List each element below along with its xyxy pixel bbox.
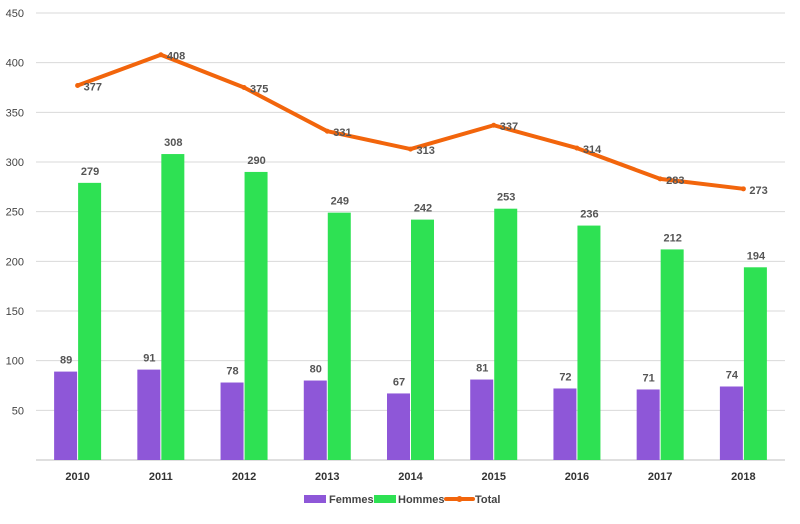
bar-hommes — [327, 212, 351, 460]
total-point — [158, 52, 164, 58]
data-label-hommes: 212 — [663, 232, 681, 244]
total-point — [324, 128, 330, 134]
data-label-total: 313 — [417, 145, 435, 157]
data-label-hommes: 308 — [164, 137, 182, 149]
x-tick-label: 2018 — [731, 471, 755, 483]
data-label-femmes: 81 — [476, 363, 488, 375]
data-label-hommes: 236 — [580, 209, 598, 221]
bar-femmes — [470, 379, 494, 460]
legend-swatch-femmes — [304, 495, 326, 503]
data-label-total: 377 — [84, 82, 102, 94]
legend-label-hommes: Hommes — [398, 494, 444, 506]
total-point — [491, 122, 497, 128]
total-point — [657, 176, 663, 182]
bars — [54, 154, 767, 461]
bar-femmes — [220, 382, 244, 460]
total-point — [408, 146, 413, 152]
data-label-hommes: 194 — [747, 250, 766, 262]
y-tick-label: 450 — [6, 8, 24, 20]
data-label-hommes: 242 — [414, 203, 432, 215]
legend: Femmes Hommes Total — [304, 494, 500, 506]
x-tick-label: 2012 — [232, 471, 256, 483]
y-tick-label: 400 — [6, 58, 24, 70]
bar-hommes — [244, 171, 268, 460]
x-tick-label: 2017 — [648, 471, 672, 483]
data-label-hommes: 290 — [247, 155, 265, 167]
total-point — [75, 83, 81, 89]
data-label-total: 283 — [666, 175, 684, 187]
gridlines — [36, 12, 785, 461]
x-tick-label: 2016 — [565, 471, 589, 483]
x-tick-label: 2010 — [65, 471, 89, 483]
data-labels: 89 279 91 308 78 290 80 249 67 242 81 253 72 236 71 212… — [60, 51, 768, 389]
x-axis: 2010 2011 2012 2013 2014 2015 2016 2017 2018 — [65, 471, 755, 483]
total-point — [574, 145, 580, 151]
data-label-femmes: 80 — [310, 364, 322, 376]
y-tick-label: 350 — [6, 107, 24, 119]
bar-femmes — [303, 380, 327, 460]
data-label-hommes: 253 — [497, 192, 515, 204]
data-label-femmes: 67 — [393, 376, 405, 388]
data-label-femmes: 78 — [226, 366, 238, 378]
data-label-total: 375 — [250, 84, 268, 96]
total-line-layer — [75, 52, 746, 192]
bar-femmes — [553, 388, 577, 460]
data-label-femmes: 74 — [726, 369, 739, 381]
y-tick-label: 250 — [6, 207, 24, 219]
legend-swatch-hommes — [374, 495, 396, 503]
bar-femmes — [387, 393, 410, 460]
data-label-femmes: 72 — [559, 371, 571, 383]
legend-label-total: Total — [475, 494, 500, 506]
y-tick-label: 200 — [6, 256, 24, 268]
x-tick-label: 2013 — [315, 471, 339, 483]
total-point — [241, 85, 247, 90]
data-label-total: 314 — [583, 144, 602, 156]
bar-femmes — [636, 389, 660, 460]
total-point — [740, 186, 746, 192]
data-label-total: 273 — [749, 185, 767, 197]
data-label-hommes: 279 — [81, 166, 99, 178]
data-label-femmes: 89 — [60, 355, 72, 367]
y-tick-label: 300 — [6, 157, 24, 169]
bar-hommes — [161, 154, 185, 460]
bar-hommes — [743, 267, 767, 460]
legend-label-femmes: Femmes — [329, 494, 374, 506]
x-tick-label: 2014 — [398, 471, 423, 483]
x-tick-label: 2015 — [481, 471, 505, 483]
bar-hommes — [494, 208, 518, 460]
bar-hommes — [411, 219, 434, 460]
data-label-total: 408 — [167, 51, 185, 63]
data-label-hommes: 249 — [331, 196, 349, 208]
data-label-femmes: 91 — [143, 353, 155, 365]
y-tick-label: 50 — [12, 405, 24, 417]
bar-hommes — [78, 182, 102, 461]
bar-hommes — [577, 225, 601, 460]
bar-hommes — [660, 249, 684, 460]
bar-femmes — [719, 386, 743, 460]
legend-marker-total — [456, 496, 463, 502]
y-tick-label: 150 — [6, 306, 24, 318]
y-tick-label: 100 — [6, 356, 24, 368]
data-label-total: 331 — [333, 127, 351, 139]
bar-femmes — [137, 369, 161, 460]
data-label-total: 337 — [500, 121, 518, 133]
y-axis: 50 100 150 200 250 300 350 400 450 — [6, 8, 24, 417]
x-tick-label: 2011 — [149, 471, 173, 483]
bar-femmes — [54, 371, 78, 460]
data-label-femmes: 71 — [643, 372, 655, 384]
